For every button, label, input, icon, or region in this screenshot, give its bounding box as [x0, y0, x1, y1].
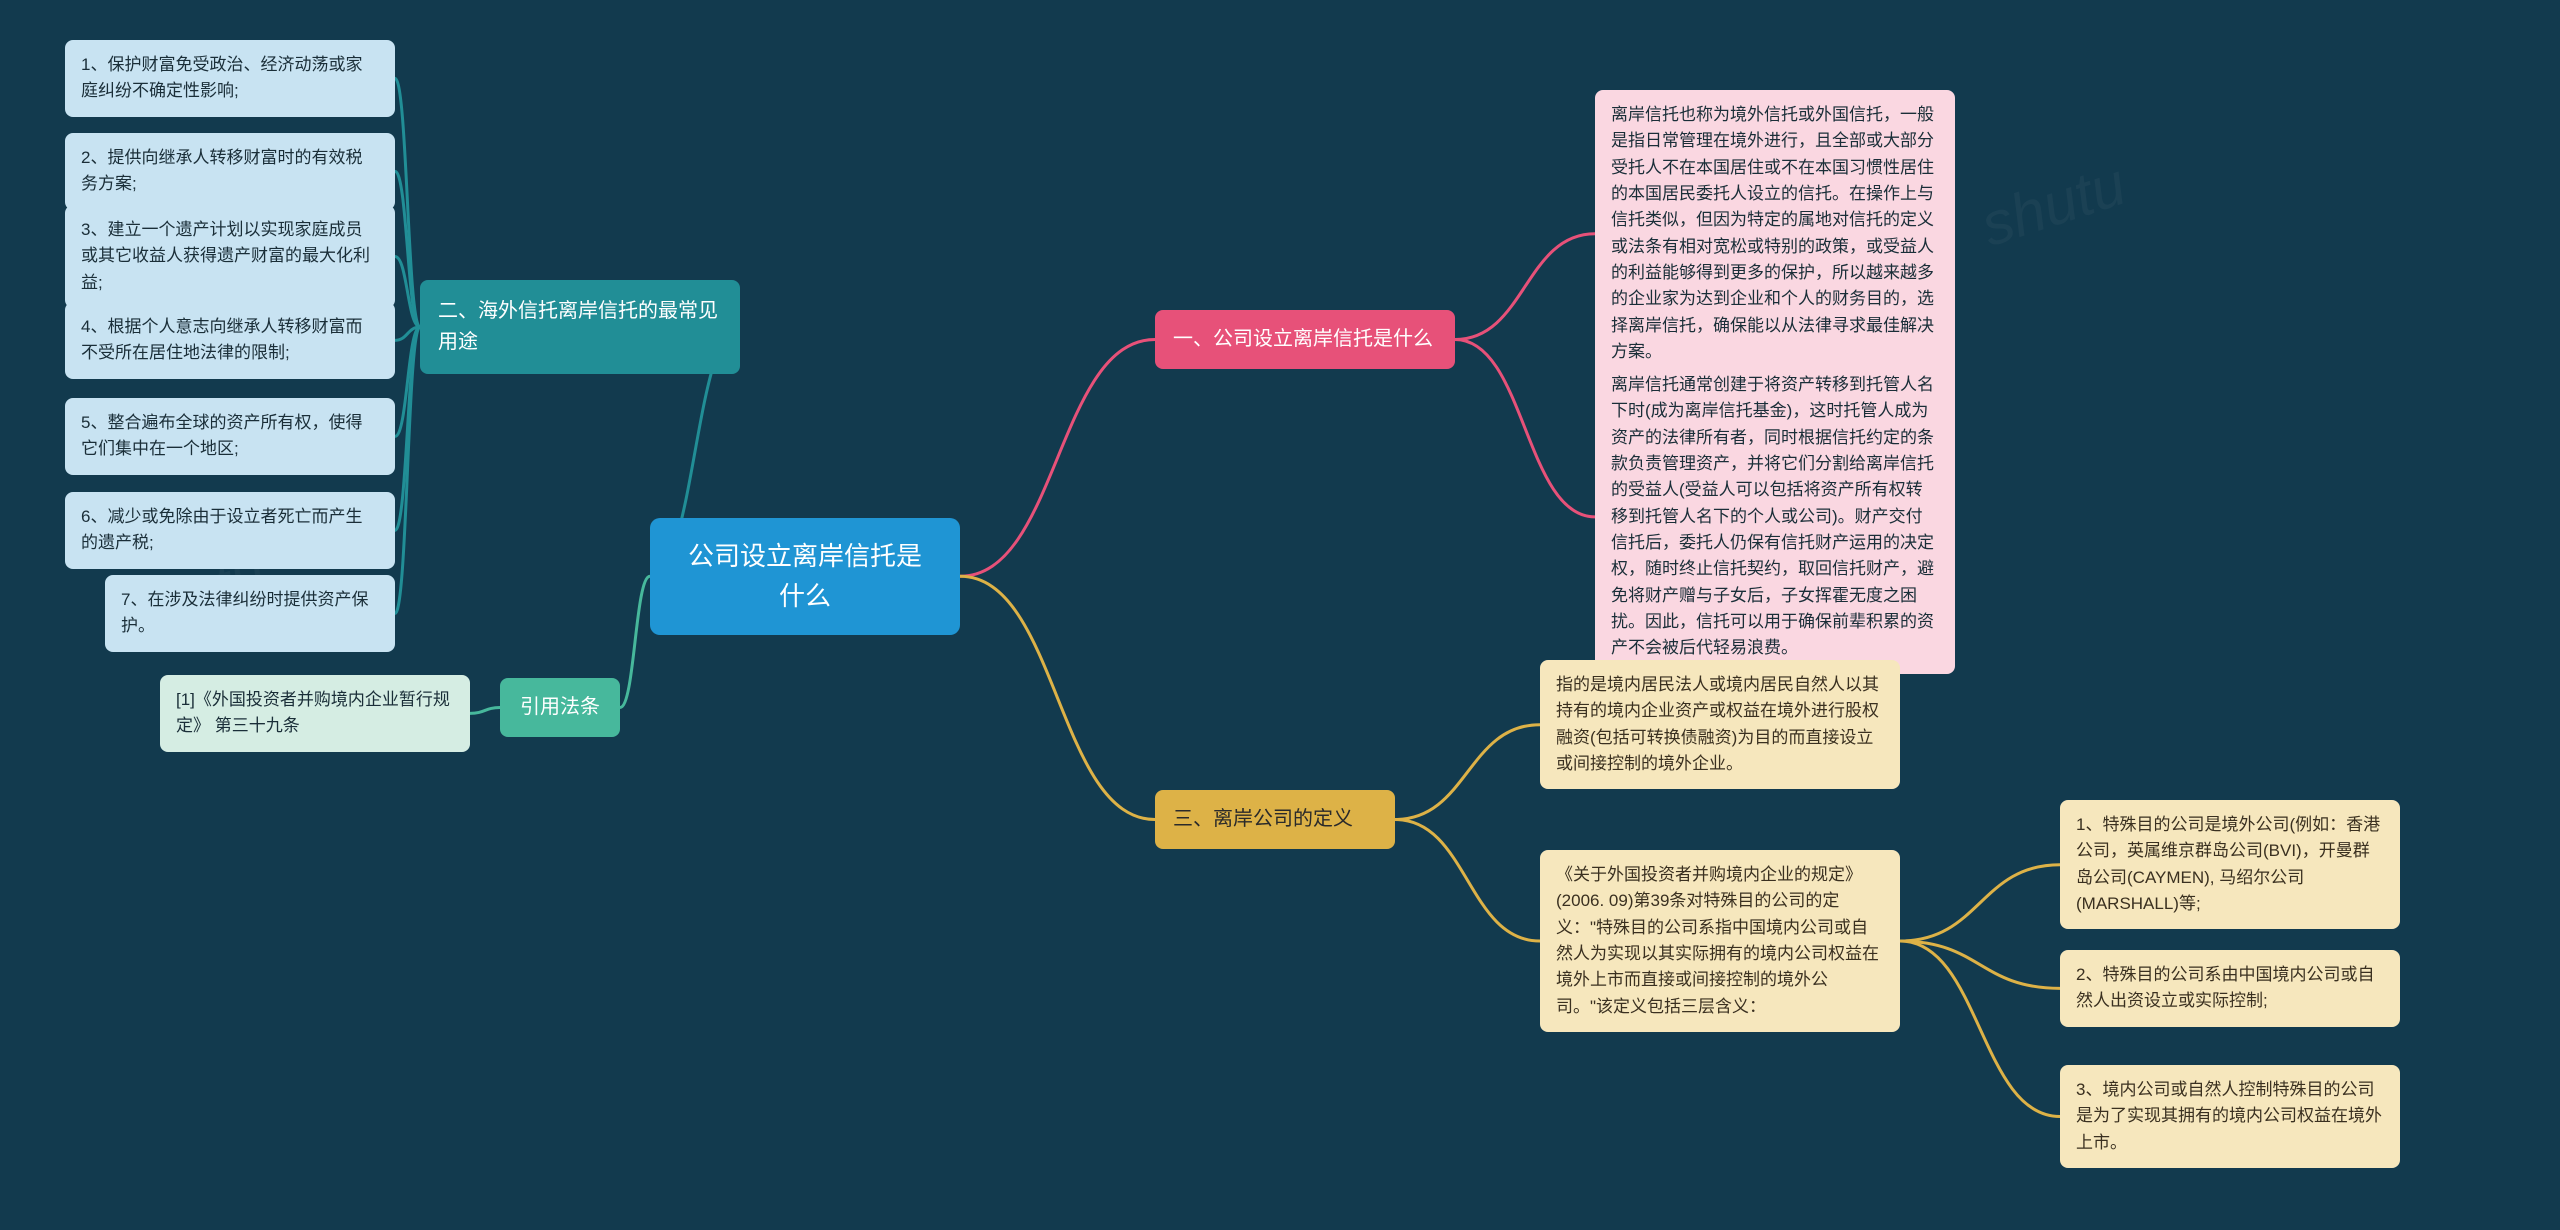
branch-1-leaf-1: 离岸信托也称为境外信托或外国信托，一般是指日常管理在境外进行，且全部或大部分受托… — [1595, 90, 1955, 377]
branch-2-leaf-2: 2、提供向继承人转移财富时的有效税务方案; — [65, 133, 395, 210]
branch-3-leaf-2: 《关于外国投资者并购境内企业的规定》(2006. 09)第39条对特殊目的公司的… — [1540, 850, 1900, 1032]
branch-3-subleaf-2: 2、特殊目的公司系由中国境内公司或自然人出资设立或实际控制; — [2060, 950, 2400, 1027]
branch-3: 三、离岸公司的定义 — [1155, 790, 1395, 849]
branch-3-leaf-1: 指的是境内居民法人或境内居民自然人以其持有的境内企业资产或权益在境外进行股权融资… — [1540, 660, 1900, 789]
branch-1: 一、公司设立离岸信托是什么 — [1155, 310, 1455, 369]
branch-2-leaf-6: 6、减少或免除由于设立者死亡而产生的遗产税; — [65, 492, 395, 569]
branch-3-subleaf-1: 1、特殊目的公司是境外公司(例如：香港公司，英属维京群岛公司(BVI)，开曼群岛… — [2060, 800, 2400, 929]
branch-2-leaf-3: 3、建立一个遗产计划以实现家庭成员或其它收益人获得遗产财富的最大化利益; — [65, 205, 395, 308]
watermark: shutu — [1973, 149, 2134, 260]
branch-1-leaf-2: 离岸信托通常创建于将资产转移到托管人名下时(成为离岸信托基金)，这时托管人成为资… — [1595, 360, 1955, 674]
branch-4-leaf-1: [1]《外国投资者并购境内企业暂行规定》 第三十九条 — [160, 675, 470, 752]
branch-2-leaf-5: 5、整合遍布全球的资产所有权，使得它们集中在一个地区; — [65, 398, 395, 475]
branch-2: 二、海外信托离岸信托的最常见用途 — [420, 280, 740, 374]
branch-4: 引用法条 — [500, 678, 620, 737]
center-topic: 公司设立离岸信托是什么 — [650, 518, 960, 635]
branch-2-leaf-7: 7、在涉及法律纠纷时提供资产保护。 — [105, 575, 395, 652]
branch-3-subleaf-3: 3、境内公司或自然人控制特殊目的公司是为了实现其拥有的境内公司权益在境外上市。 — [2060, 1065, 2400, 1168]
branch-2-leaf-4: 4、根据个人意志向继承人转移财富而不受所在居住地法律的限制; — [65, 302, 395, 379]
branch-2-leaf-1: 1、保护财富免受政治、经济动荡或家庭纠纷不确定性影响; — [65, 40, 395, 117]
